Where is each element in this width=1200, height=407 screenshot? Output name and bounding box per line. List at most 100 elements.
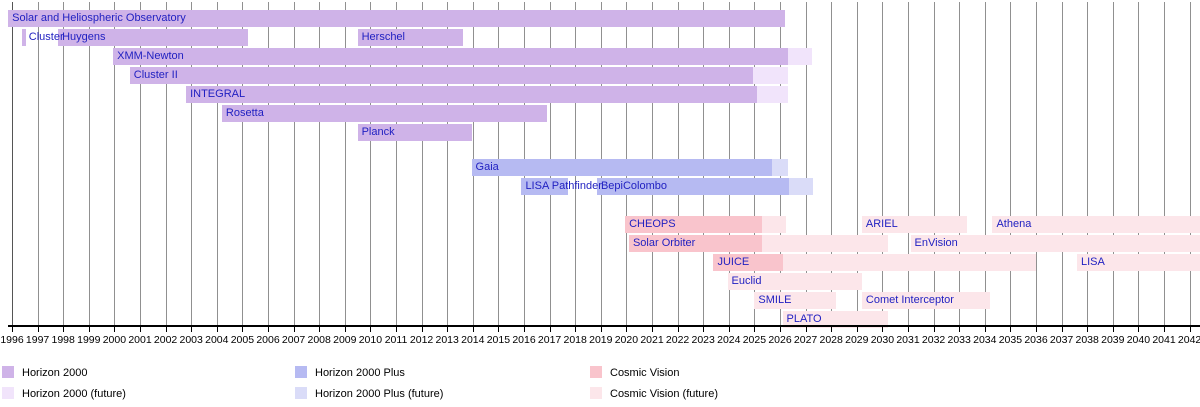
gridline [1164, 2, 1165, 325]
axis-year-label: 2005 [230, 334, 255, 346]
gridline [396, 2, 397, 325]
bar-integral [186, 86, 757, 103]
bar-cluster [22, 29, 27, 46]
axis-year-label: 2002 [153, 334, 178, 346]
bar-cluster-ii [753, 67, 788, 84]
legend-swatch [590, 366, 602, 378]
axis-tick [1138, 325, 1140, 332]
axis-year-label: 2038 [1075, 334, 1099, 346]
axis-year-label: 2027 [793, 334, 818, 346]
axis-tick [1112, 325, 1114, 332]
axis-tick [882, 325, 884, 332]
gridline [1138, 2, 1140, 325]
mission-label: Solar and Heliospheric Observatory [12, 12, 186, 24]
gridline [344, 2, 346, 325]
axis-year-label: 2039 [1101, 334, 1125, 346]
axis-year-label: 2030 [870, 334, 895, 346]
axis-tick [959, 325, 961, 332]
mission-label: Gaia [475, 161, 499, 173]
axis-tick [1189, 325, 1191, 332]
axis-year-label: 2025 [742, 334, 767, 346]
mission-label: Athena [996, 218, 1032, 230]
axis-year-label: 2014 [461, 334, 485, 346]
mission-label: Cluster [28, 31, 64, 43]
axis-tick [1087, 325, 1089, 332]
axis-tick [984, 325, 986, 332]
axis-year-label: 2006 [256, 334, 280, 346]
axis-year-label: 2021 [640, 334, 664, 346]
axis-year-label: 2011 [384, 334, 408, 346]
bar-solar-orbiter [762, 235, 888, 252]
axis-tick [242, 325, 244, 332]
axis-year-label: 2019 [589, 334, 613, 346]
axis-tick [293, 325, 295, 332]
gridline [447, 2, 449, 325]
axis-year-label: 1999 [77, 334, 101, 346]
bar-lisa-pathfinder [521, 178, 568, 195]
axis-year-label: 2000 [102, 334, 127, 346]
axis-tick [524, 325, 525, 332]
gridline [1061, 2, 1063, 325]
gridline [421, 2, 423, 325]
axis-tick [600, 325, 602, 332]
gridline [140, 2, 141, 325]
gridline [908, 2, 909, 325]
axis-year-label: 2013 [435, 334, 459, 346]
bar-ariel [861, 216, 967, 233]
axis-tick [626, 325, 628, 332]
axis-year-label: 2007 [281, 334, 306, 346]
mission-label: Euclid [731, 275, 762, 287]
mission-label: SMILE [758, 294, 792, 306]
gridline [319, 2, 321, 325]
axis-tick [396, 325, 397, 332]
axis-year-label: 2016 [512, 334, 536, 346]
axis-tick [140, 325, 141, 332]
axis-year-label: 2017 [537, 334, 562, 346]
gridline [1112, 2, 1114, 325]
bar-solar-orbiter [628, 235, 763, 252]
axis-year-label: 2024 [717, 334, 741, 346]
axis-year-label: 2003 [179, 334, 203, 346]
bar-euclid [727, 273, 862, 290]
legend-swatch [295, 387, 307, 399]
x-axis-line [8, 325, 1200, 327]
axis-tick [268, 325, 269, 332]
bar-bepicolombo [596, 178, 789, 195]
axis-tick [319, 325, 321, 332]
bar-bepicolombo [788, 178, 814, 195]
gridline [856, 2, 858, 325]
bar-gaia [772, 159, 788, 176]
bar-juice [713, 254, 783, 271]
legend-swatch [2, 366, 14, 378]
gridline [1010, 2, 1012, 325]
mission-label: Cluster II [133, 69, 178, 81]
axis-tick [447, 325, 449, 332]
bar-herschel [357, 29, 463, 46]
bar-xmm-newton [787, 48, 812, 65]
axis-tick [780, 325, 781, 332]
legend-swatch [295, 366, 307, 378]
mission-label: ARIEL [865, 218, 898, 230]
axis-year-label: 2033 [947, 334, 971, 346]
gridline [12, 2, 13, 325]
gridline [933, 2, 935, 325]
bar-planck [357, 124, 472, 141]
axis-tick [856, 325, 858, 332]
axis-tick [1010, 325, 1012, 332]
bar-huygens [58, 29, 248, 46]
axis-tick [908, 325, 909, 332]
mission-label: LISA Pathfinder [525, 180, 602, 192]
axis-year-label: 2042 [1177, 334, 1200, 346]
axis-tick [216, 325, 218, 332]
axis-year-label: 2031 [896, 334, 920, 346]
bar-juice [782, 254, 1036, 271]
mission-label: INTEGRAL [190, 88, 246, 100]
mission-label: Rosetta [225, 107, 264, 119]
axis-year-label: 2041 [1152, 334, 1176, 346]
axis-year-label: 2036 [1024, 334, 1048, 346]
gridline [242, 2, 244, 325]
axis-tick [754, 325, 756, 332]
legend-label: Cosmic Vision (future) [610, 387, 718, 400]
mission-label: Comet Interceptor [865, 294, 954, 306]
